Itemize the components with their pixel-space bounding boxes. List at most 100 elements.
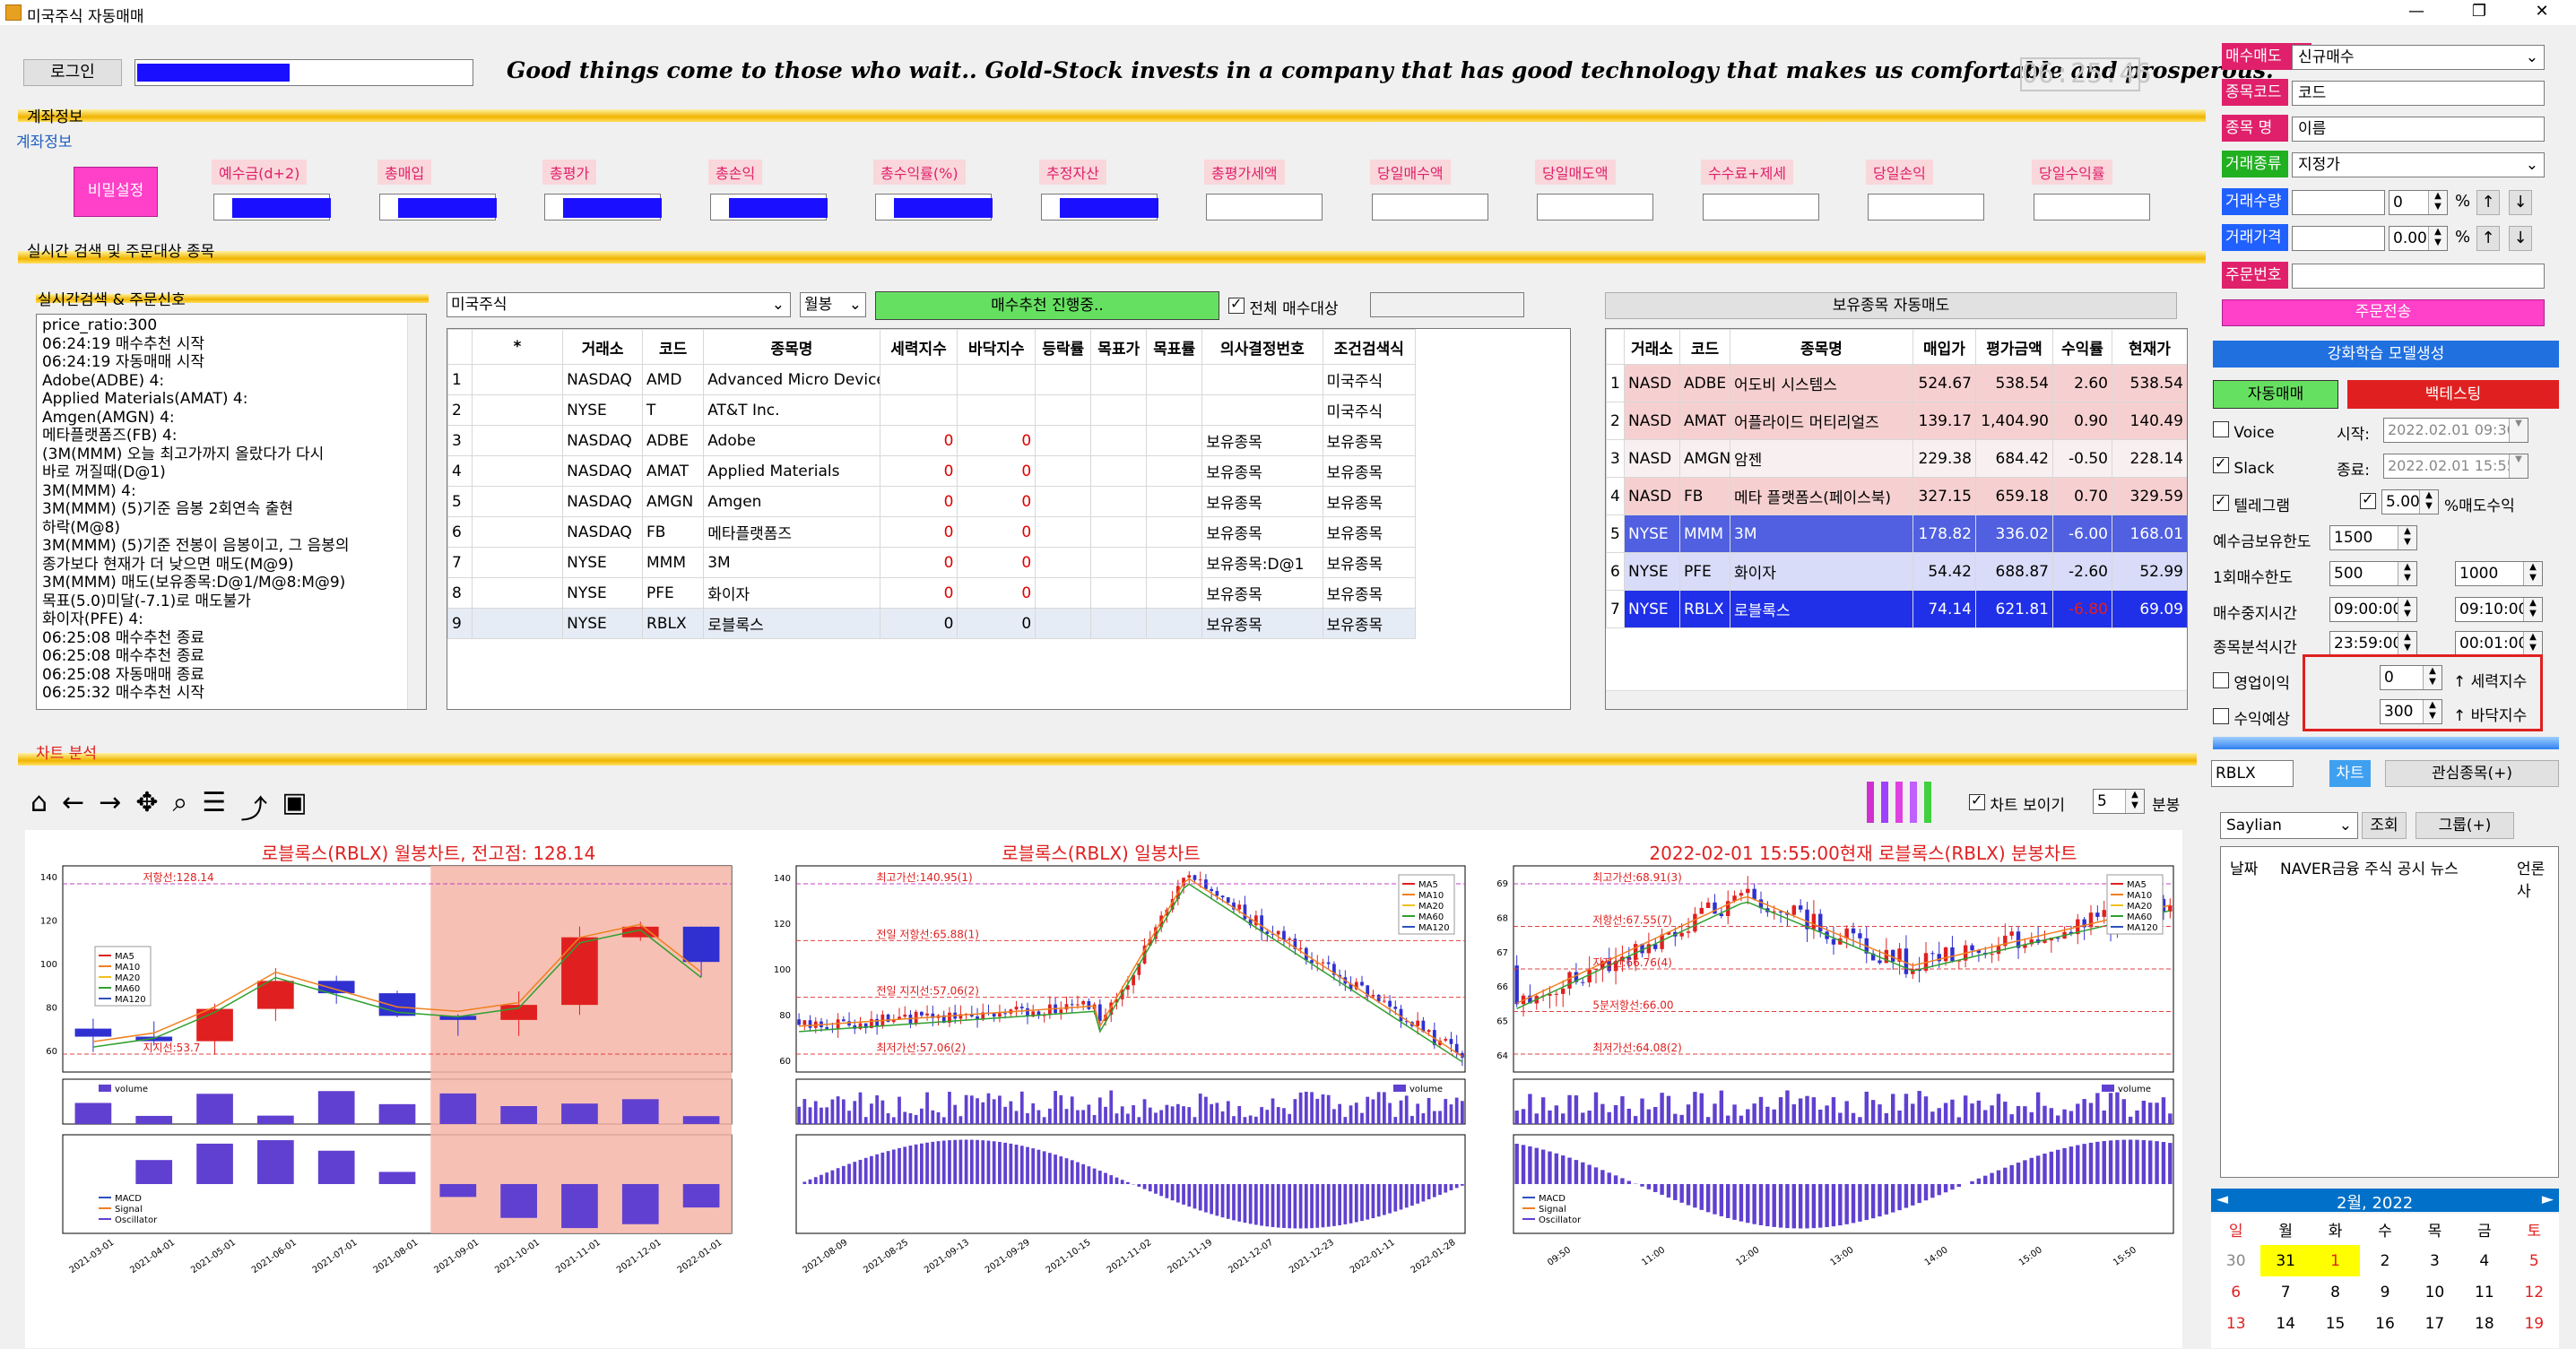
qty-up-button[interactable]: ↑ xyxy=(2476,190,2500,215)
calendar-day[interactable]: 13 xyxy=(2225,1314,2246,1333)
column-header[interactable]: 거래소 xyxy=(562,329,644,365)
calendar-day[interactable]: 15 xyxy=(2325,1314,2346,1333)
home-icon[interactable]: ⌂ xyxy=(30,787,48,818)
log-scrollbar[interactable] xyxy=(407,315,426,709)
calendar-day[interactable]: 2 xyxy=(2380,1251,2390,1270)
calendar-day[interactable]: 11 xyxy=(2475,1283,2494,1301)
watchlist-add-button[interactable]: 관심종목(+) xyxy=(2385,760,2559,787)
symbol-input[interactable]: RBLX xyxy=(2211,760,2294,787)
news-list[interactable]: 날짜 NAVER금융 주식 공시 뉴스 언론사 xyxy=(2220,846,2559,1178)
calendar-day[interactable]: 4 xyxy=(2479,1251,2490,1270)
column-header[interactable] xyxy=(447,329,473,365)
column-header[interactable]: 조건검색식 xyxy=(1322,329,1417,365)
calendar-day[interactable]: 8 xyxy=(2330,1283,2340,1301)
code-input[interactable]: 코드 xyxy=(2292,81,2545,106)
analysis-time-input-2[interactable]: 00:01:00 ▲ ▼ xyxy=(2455,631,2543,656)
target-checkbox[interactable] xyxy=(2360,490,2376,514)
chart-canvas[interactable]: 로블록스(RBLX) 월봉차트, 전고점: 128.14 로블록스(RBLX) … xyxy=(25,830,2182,1348)
spin-arrows-icon[interactable]: ▲ ▼ xyxy=(2428,191,2447,214)
zoom-icon[interactable]: ⌕ xyxy=(172,787,188,818)
back-arrow-icon[interactable]: ← xyxy=(62,787,85,818)
calendar-prev-icon[interactable]: ◄ xyxy=(2216,1190,2229,1208)
rev-checkbox[interactable]: 수익예상 xyxy=(2213,706,2290,729)
table-row[interactable]: 3 NASDAQ ADBE Adobe 0 0 보유종목 보유종목 xyxy=(447,425,1417,456)
backtest-button[interactable]: 백테스팅 xyxy=(2347,380,2559,409)
holdings-table[interactable]: 거래소 코드 종목명 매입가 평가금액 수익률 현재가 1 NASD ADBE 어도비 시스템스 52… xyxy=(1605,328,2188,710)
deposit-stepper[interactable]: 1500 ▲ ▼ xyxy=(2329,525,2417,550)
calendar-day[interactable]: 5 xyxy=(2528,1251,2539,1270)
calendar-day[interactable]: 7 xyxy=(2280,1283,2291,1301)
calendar-day[interactable]: 17 xyxy=(2424,1314,2445,1333)
auto-trade-button[interactable]: 자동매매 xyxy=(2213,380,2338,409)
price-up-button[interactable]: ↑ xyxy=(2476,226,2500,251)
spin-arrows-icon[interactable]: ▲ ▼ xyxy=(2523,562,2542,585)
market-select[interactable]: 미국주식 ⌄ xyxy=(447,292,791,317)
target-stepper[interactable]: 5.00 ▲ ▼ xyxy=(2381,489,2439,515)
spin-arrows-icon[interactable]: ▲ ▼ xyxy=(2523,632,2542,655)
column-header[interactable]: 목표가 xyxy=(1090,329,1148,365)
table-row[interactable]: 5 NASDAQ AMGN Amgen 0 0 보유종목 보유종목 xyxy=(447,486,1417,517)
table-row[interactable]: 4 NASD FB 메타 플랫폼스(페이스북) 327.15 659.18 0.70 329.… xyxy=(1606,477,2187,515)
calendar-day[interactable]: 31 xyxy=(2260,1245,2311,1276)
column-header[interactable]: 종목명 xyxy=(703,329,880,365)
source-select[interactable]: Saylian ⌄ xyxy=(2220,812,2358,839)
qty-stepper[interactable]: 0 ▲ ▼ xyxy=(2389,190,2448,215)
signal-log[interactable]: price_ratio:300 06:24:19 매수추천 시작 06:24:1… xyxy=(36,314,427,710)
column-header[interactable]: 수익률 xyxy=(2052,329,2112,365)
spin-arrows-icon[interactable]: ▲ ▼ xyxy=(2428,227,2447,250)
name-input[interactable]: 이름 xyxy=(2292,117,2545,142)
stop-time-input[interactable]: 09:00:00 ▲ ▼ xyxy=(2329,597,2417,622)
candidates-table[interactable]: * 거래소 코드 종목명 세력지수 바닥지수 등락률 목표가 목표률 의사결정번호 조건검색식 1 NA… xyxy=(447,328,1571,710)
order-send-button[interactable]: 주문전송 xyxy=(2222,299,2545,326)
calendar-dropdown-icon[interactable]: ▼ xyxy=(2509,454,2528,478)
force-index-stepper[interactable]: 0 ▲ ▼ xyxy=(2380,665,2442,690)
floor-index-stepper[interactable]: 300 ▲ ▼ xyxy=(2380,699,2442,724)
column-header[interactable]: 등락률 xyxy=(1035,329,1092,365)
search-button[interactable]: 조회 xyxy=(2362,812,2407,839)
order-type-select[interactable]: 지정가 ⌄ xyxy=(2292,152,2545,177)
spin-arrows-icon[interactable]: ▲ ▼ xyxy=(2419,490,2438,514)
table-row[interactable]: 1 NASDAQ AMD Advanced Micro Devices 미국주식 xyxy=(447,364,1417,395)
column-header[interactable]: 목표률 xyxy=(1146,329,1203,365)
trade-type-select[interactable]: 신규매수 ⌄ xyxy=(2292,45,2545,70)
per-buy-stepper[interactable]: 500 ▲ ▼ xyxy=(2329,561,2417,586)
column-header[interactable]: 현재가 xyxy=(2112,329,2187,365)
column-header[interactable]: 거래소 xyxy=(1624,329,1680,365)
calendar-day[interactable]: 19 xyxy=(2524,1314,2545,1333)
price-stepper[interactable]: 0.00 ▲ ▼ xyxy=(2389,226,2448,251)
all-buy-checkbox[interactable]: 전체 매수대상 xyxy=(1228,295,1339,318)
column-header[interactable]: 세력지수 xyxy=(879,329,958,365)
holdings-scrollbar[interactable] xyxy=(1606,690,2187,709)
table-row[interactable]: 9 NYSE RBLX 로블록스 0 0 보유종목 보유종목 xyxy=(447,608,1417,639)
table-row[interactable]: 4 NASDAQ AMAT Applied Materials 0 0 보유종목 보유종목 xyxy=(447,455,1417,487)
calendar-next-icon[interactable]: ► xyxy=(2541,1190,2554,1208)
table-row[interactable]: 6 NASDAQ FB 메타플랫폼즈 0 0 보유종목 보유종목 xyxy=(447,516,1417,548)
group-add-button[interactable]: 그룹(+) xyxy=(2416,812,2514,839)
order-no-input[interactable] xyxy=(2292,264,2545,289)
holdings-title-button[interactable]: 보유종목 자동매도 xyxy=(1605,292,2177,319)
close-button[interactable]: ✕ xyxy=(2535,2,2549,21)
per-buy-stepper-2[interactable]: 1000 ▲ ▼ xyxy=(2455,561,2543,586)
table-row[interactable]: 6 NYSE PFE 화이자 54.42 688.87 -2.60 52.99 xyxy=(1606,552,2187,591)
login-button[interactable]: 로그인 xyxy=(23,59,122,86)
voice-checkbox[interactable]: Voice xyxy=(2213,421,2275,442)
pan-icon[interactable]: ✥ xyxy=(135,787,159,818)
column-header[interactable]: 의사결정번호 xyxy=(1201,329,1323,365)
model-create-button[interactable]: 강화학습 모델생성 xyxy=(2213,341,2559,368)
forward-arrow-icon[interactable]: → xyxy=(99,787,122,818)
spin-arrows-icon[interactable]: ▲ ▼ xyxy=(2423,700,2442,723)
subplot-config-icon[interactable]: ☰ xyxy=(202,787,227,818)
qty-down-button[interactable]: ↓ xyxy=(2509,190,2532,215)
spin-arrows-icon[interactable]: ▲ ▼ xyxy=(2125,790,2144,813)
spin-arrows-icon[interactable]: ▲ ▼ xyxy=(2423,666,2442,689)
all-buy-field[interactable] xyxy=(1370,292,1524,317)
calendar-day[interactable]: 16 xyxy=(2375,1314,2395,1333)
calendar-month[interactable]: 2월, 2022 xyxy=(2337,1194,2414,1213)
spin-arrows-icon[interactable]: ▲ ▼ xyxy=(2398,562,2416,585)
qty-input[interactable] xyxy=(2292,190,2385,215)
column-header[interactable]: 종목명 xyxy=(1730,329,1913,365)
show-chart-checkbox[interactable]: 차트 보이기 xyxy=(1969,791,2065,815)
column-header[interactable]: * xyxy=(471,329,564,365)
password-setting-button[interactable]: 비밀설정 xyxy=(74,167,158,217)
table-row[interactable]: 5 NYSE MMM 3M 178.82 336.02 -6.00 168.01 xyxy=(1606,515,2187,553)
